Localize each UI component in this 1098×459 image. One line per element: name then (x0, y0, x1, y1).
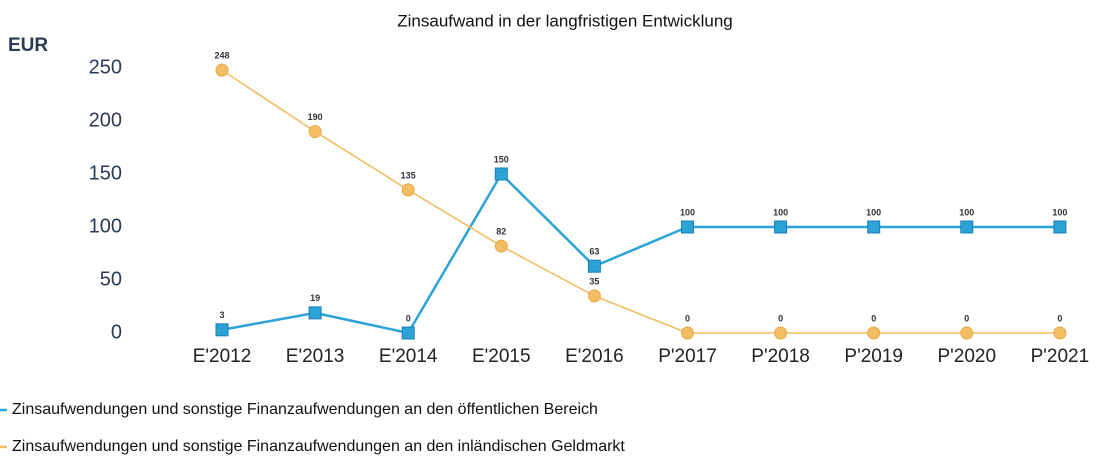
data-point (215, 323, 229, 337)
data-label: 0 (1057, 313, 1062, 323)
x-tick-label: P'2021 (1031, 346, 1090, 367)
data-label: 63 (589, 247, 599, 257)
x-tick-label: E'2016 (565, 346, 624, 367)
data-point (215, 63, 229, 77)
data-label: 0 (964, 313, 969, 323)
data-point (587, 259, 601, 273)
data-label: 0 (685, 313, 690, 323)
data-label: 100 (1052, 207, 1067, 217)
data-label: 248 (214, 50, 229, 60)
x-tick-label: P'2020 (938, 346, 997, 367)
data-label: 150 (494, 154, 509, 164)
data-label: 190 (308, 112, 323, 122)
data-label: 135 (401, 170, 416, 180)
x-tick-label: E'2015 (472, 346, 531, 367)
data-point (401, 326, 415, 340)
y-axis-label: EUR (8, 35, 48, 56)
data-point (867, 326, 881, 340)
data-label: 0 (778, 313, 783, 323)
x-tick-label: E'2012 (193, 346, 252, 367)
data-label: 19 (310, 293, 320, 303)
chart-title: Zinsaufwand in der langfristigen Entwick… (397, 11, 732, 30)
series-line (221, 69, 1060, 334)
data-point (774, 326, 788, 340)
data-point (1053, 220, 1067, 234)
data-point (494, 239, 508, 253)
data-label: 100 (866, 207, 881, 217)
data-label: 100 (680, 207, 695, 217)
data-point (308, 306, 322, 320)
y-tick-label: 50 (100, 268, 122, 290)
data-label: 35 (589, 276, 599, 286)
y-tick-label: 0 (111, 321, 122, 343)
x-tick-label: E'2013 (286, 346, 345, 367)
series-line (221, 171, 1060, 335)
legend-label: Zinsaufwendungen und sonstige Finanzaufw… (12, 401, 598, 418)
y-tick-label: 150 (89, 162, 122, 184)
data-point (960, 326, 974, 340)
data-label: 0 (406, 313, 411, 323)
data-point (774, 220, 788, 234)
data-point (681, 220, 694, 234)
data-point (960, 220, 974, 234)
data-label: 100 (773, 207, 788, 217)
data-point (308, 125, 322, 139)
data-point (494, 167, 508, 181)
y-tick-label: 200 (89, 109, 122, 131)
data-point (401, 183, 415, 197)
legend-label: Zinsaufwendungen und sonstige Finanzaufw… (12, 438, 625, 455)
data-label: 100 (959, 207, 974, 217)
x-tick-label: P'2017 (658, 346, 717, 367)
data-label: 82 (496, 226, 506, 236)
data-point (867, 220, 881, 234)
y-tick-label: 250 (89, 56, 122, 78)
data-label: 0 (871, 313, 876, 323)
x-tick-label: E'2014 (379, 346, 438, 367)
data-point (587, 289, 601, 303)
x-tick-label: P'2018 (751, 346, 810, 367)
y-tick-label: 100 (89, 215, 122, 237)
data-point (1053, 326, 1067, 340)
x-tick-label: P'2019 (844, 346, 903, 367)
data-label: 3 (219, 310, 224, 320)
data-point (681, 326, 694, 340)
